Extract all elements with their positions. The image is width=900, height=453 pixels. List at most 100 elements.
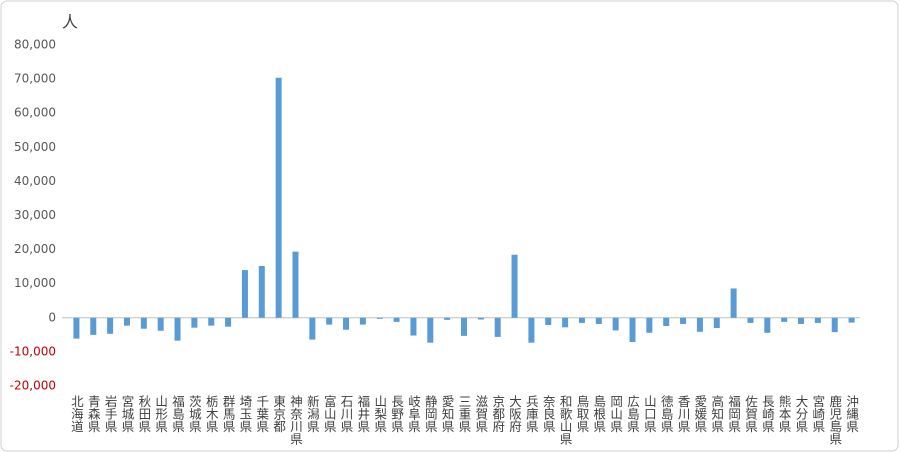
x-tick-label: 京都府: [490, 395, 505, 433]
x-tick-label: 愛媛県: [692, 395, 707, 433]
y-tick-label: -20,000: [10, 379, 56, 393]
x-tick-label: 鳥取県: [574, 394, 589, 433]
bar: [309, 317, 316, 340]
x-tick-label: 北海道: [69, 395, 84, 433]
x-tick-label: 奈良県: [541, 395, 556, 433]
bar: [713, 317, 720, 329]
y-tick-label: 20,000: [14, 242, 56, 256]
x-tick-label: 山梨県: [372, 395, 387, 433]
y-tick-label: 10,000: [14, 276, 56, 290]
bar: [73, 317, 80, 339]
bar: [326, 317, 333, 325]
x-tick-label: 山口県: [642, 395, 657, 433]
bar: [225, 317, 232, 327]
bar: [191, 317, 198, 328]
bar: [376, 317, 383, 319]
x-tick-label: 宮城県: [119, 394, 134, 433]
bar: [578, 317, 585, 323]
x-tick-label: 山形県: [153, 395, 168, 433]
x-tick-label: 佐賀県: [743, 395, 758, 433]
bar: [663, 317, 670, 326]
x-tick-label: 東京都: [271, 395, 286, 433]
bar: [562, 317, 569, 328]
bar: [696, 317, 703, 332]
bar: [292, 251, 299, 318]
x-tick-label: 秋田県: [136, 395, 151, 433]
x-tick-label: 福岡県: [726, 394, 741, 433]
x-tick-label: 大阪府: [507, 395, 522, 433]
bar: [730, 288, 737, 318]
bar: [545, 317, 552, 325]
x-tick-label: 茨城県: [187, 395, 202, 433]
x-tick-label: 岡山県: [608, 395, 623, 433]
bar: [393, 317, 400, 322]
x-tick-label: 兵庫県: [524, 395, 539, 433]
bar: [477, 317, 484, 320]
bar: [494, 317, 501, 337]
y-tick-label: 60,000: [14, 106, 56, 120]
bar: [90, 317, 97, 335]
bar: [764, 317, 771, 333]
x-tick-label: 富山県: [322, 394, 337, 433]
x-tick-label: 高知県: [709, 394, 724, 433]
unit-label: 人: [62, 13, 78, 32]
x-tick-label: 宮崎県: [810, 394, 825, 433]
bar: [410, 317, 417, 336]
bar: [444, 317, 451, 320]
bar: [511, 254, 518, 318]
x-tick-label: 栃木県: [204, 395, 219, 433]
x-tick-label: 香川県: [676, 395, 691, 433]
x-tick-label: 三重県: [457, 395, 472, 433]
x-tick-label: 石川県: [339, 395, 354, 433]
y-tick-label: 80,000: [14, 38, 56, 52]
bar: [359, 317, 366, 325]
y-tick-label: 0: [48, 310, 56, 324]
x-tick-label: 千葉県: [254, 395, 269, 433]
bar: [798, 317, 805, 324]
bar: [157, 317, 164, 331]
bar: [427, 317, 434, 343]
x-tick-label: 徳島県: [659, 394, 674, 433]
x-tick-label: 岩手県: [103, 394, 118, 433]
x-tick-label: 滋賀県: [473, 394, 488, 433]
x-tick-label: 大分県: [794, 395, 809, 433]
y-tick-label: 50,000: [14, 140, 56, 154]
bar: [680, 317, 687, 324]
y-tick-label: 70,000: [14, 72, 56, 86]
bar: [174, 317, 181, 341]
x-tick-label: 愛知県: [440, 395, 455, 433]
bar: [258, 265, 265, 318]
bar: [646, 317, 653, 333]
bar: [595, 317, 602, 324]
bar: [814, 317, 821, 323]
x-tick-label: 広島県: [625, 395, 640, 433]
bar: [123, 317, 130, 326]
x-tick-label: 埼玉県: [237, 395, 252, 433]
x-tick-label: 長崎県: [760, 395, 775, 433]
bar: [241, 270, 248, 318]
x-tick-label: 熊本県: [777, 394, 792, 433]
x-tick-label: 福島県: [170, 394, 185, 433]
y-tick-label: 40,000: [14, 174, 56, 188]
x-tick-label: 島根県: [591, 394, 606, 433]
bar: [461, 317, 467, 336]
x-tick-label: 青森県: [86, 395, 101, 433]
bar: [208, 317, 215, 326]
bar: [140, 317, 147, 329]
x-tick-label: 静岡県: [423, 395, 438, 433]
bar: [747, 317, 754, 323]
x-tick-label: 神奈川県: [288, 395, 303, 445]
bar: [831, 317, 838, 333]
x-tick-label: 鹿児島県: [827, 394, 842, 445]
bar: [528, 317, 535, 343]
bar: [343, 317, 350, 330]
x-tick-label: 群馬県: [221, 395, 236, 433]
x-tick-label: 沖縄県: [844, 395, 859, 433]
x-tick-label: 長野県: [389, 395, 404, 433]
y-tick-label: -10,000: [10, 344, 56, 358]
bar: [629, 317, 636, 343]
bar: [107, 317, 114, 334]
